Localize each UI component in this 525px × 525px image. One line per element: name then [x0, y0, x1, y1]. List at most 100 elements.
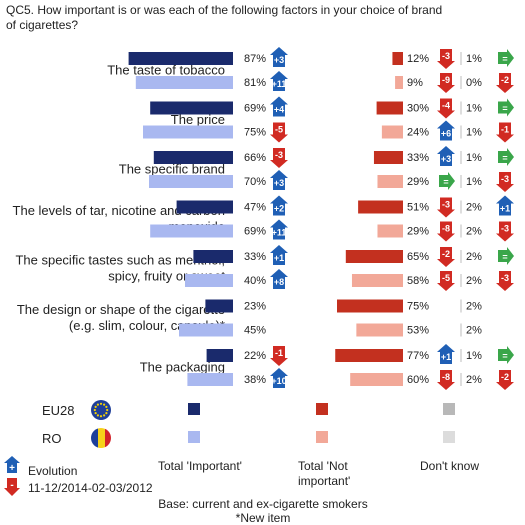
- evolution-not-important-eu28: -3: [437, 49, 455, 69]
- bar-important-ro: [185, 274, 233, 287]
- value-important-eu28: 23%: [244, 301, 266, 313]
- value-dont-know-ro: 0%: [466, 77, 482, 89]
- evolution-dont-know-eu28-shape: [498, 98, 514, 117]
- bar-important-ro: [149, 175, 233, 188]
- bar-not-important-ro: [377, 175, 403, 188]
- value-dont-know-eu28: 2%: [466, 202, 482, 214]
- ro-stripe-red: [105, 428, 111, 448]
- evolution-not-important-eu28-shape: [437, 344, 455, 364]
- legend-evolution-label: Evolution: [28, 464, 77, 478]
- evolution-not-important-eu28-shape: [437, 146, 455, 166]
- evolution-not-important-ro-shape: [437, 120, 455, 141]
- evolution-dont-know-eu28-shape: [498, 148, 514, 166]
- value-not-important-ro: 60%: [407, 374, 429, 386]
- bar-not-important-eu28: [376, 101, 403, 115]
- value-dont-know-eu28: 1%: [466, 53, 482, 65]
- legend-not-important-label-1: Total 'Not: [298, 459, 348, 473]
- evolution-dont-know-eu28: =: [498, 98, 514, 117]
- evolution-important-ro: +11: [270, 71, 288, 91]
- evolution-not-important-eu28-shape: [437, 98, 455, 119]
- evolution-important-eu28: +1: [270, 245, 288, 265]
- ro-stripe-blue: [91, 428, 98, 448]
- eu-flag-star: [105, 412, 108, 415]
- bar-important-eu28: [206, 349, 233, 362]
- bar-not-important-eu28: [358, 200, 403, 214]
- value-not-important-eu28: 30%: [407, 103, 429, 115]
- evolution-important-ro: +8: [270, 269, 288, 289]
- evolution-not-important-ro-shape: [437, 370, 455, 390]
- category-label: The levels of tar, nicotine and carbon: [13, 203, 225, 218]
- evolution-important-eu28-label: +2: [274, 204, 284, 214]
- value-dont-know-ro: 1%: [466, 127, 482, 139]
- value-not-important-eu28: 65%: [407, 251, 429, 263]
- evolution-dont-know-eu28: =: [498, 346, 514, 364]
- evolution-dont-know-ro: -3: [496, 271, 514, 291]
- evolution-important-eu28: +2: [270, 195, 288, 216]
- value-important-ro: 69%: [244, 226, 266, 238]
- bar-not-important-ro: [395, 76, 403, 89]
- value-not-important-eu28: 75%: [407, 301, 429, 313]
- value-important-eu28: 66%: [244, 152, 266, 164]
- bar-important-ro: [135, 76, 233, 89]
- evolution-dont-know-ro-shape: [496, 122, 514, 143]
- ro-flag-icon: [91, 428, 111, 448]
- value-dont-know-eu28: 2%: [466, 301, 482, 313]
- evolution-dont-know-ro-label: -2: [501, 75, 509, 85]
- evolution-not-important-eu28: +3: [437, 146, 455, 166]
- value-important-ro: 81%: [244, 77, 266, 89]
- value-important-eu28: 47%: [244, 202, 266, 214]
- bar-important-eu28: [205, 299, 233, 313]
- evolution-important-ro-shape: [270, 71, 288, 91]
- evolution-important-ro: +11: [270, 219, 288, 240]
- bar-important-ro: [143, 125, 233, 139]
- evolution-dont-know-ro: -3: [496, 172, 514, 192]
- evolution-important-eu28-shape: [270, 47, 288, 67]
- bar-important-ro: [179, 323, 233, 337]
- bar-important-eu28: [128, 52, 233, 65]
- evolution-not-important-ro-shape: [439, 172, 455, 190]
- bar-important-ro: [187, 373, 233, 386]
- evolution-dont-know-eu28: =: [498, 49, 514, 67]
- evolution-important-eu28-shape: [270, 245, 288, 265]
- bar-not-important-eu28: [335, 349, 403, 362]
- value-important-ro: 75%: [244, 127, 266, 139]
- bar-not-important-eu28: [345, 250, 403, 263]
- chart-rows: The taste of tobacco 87% 12% 1% +3 -3 = 81% 9% 0%…: [13, 47, 514, 390]
- base-note: Base: current and ex-cigarette smokers: [158, 497, 367, 511]
- value-not-important-eu28: 51%: [407, 202, 429, 214]
- eu-flag-star: [103, 403, 106, 406]
- bar-important-eu28: [176, 200, 233, 214]
- evolution-important-ro-shape: [270, 170, 288, 190]
- new-item-note: *New item: [236, 511, 291, 525]
- evolution-dont-know-ro: -2: [496, 370, 514, 390]
- legend: EU28 RO Total 'Important' Total 'Not imp…: [4, 400, 479, 525]
- value-not-important-eu28: 12%: [407, 53, 429, 65]
- evolution-dont-know-eu28-shape: [498, 49, 514, 67]
- evolution-not-important-ro-label: -9: [442, 75, 450, 85]
- bar-not-important-eu28: [392, 52, 403, 65]
- evolution-important-ro-shape: [270, 368, 288, 388]
- bar-important-eu28: [150, 101, 233, 115]
- value-important-eu28: 33%: [244, 251, 266, 263]
- evolution-important-eu28-label: +3: [274, 55, 284, 65]
- eu-flag-star: [96, 414, 99, 417]
- evolution-dont-know-ro-shape: [496, 221, 514, 242]
- eu-flag-star: [105, 405, 108, 408]
- evolution-not-important-eu28-label: +1: [441, 352, 451, 362]
- evolution-not-important-eu28: -3: [437, 197, 455, 218]
- value-not-important-ro: 24%: [407, 127, 429, 139]
- bar-important-eu28: [193, 250, 233, 263]
- evolution-important-eu28-shape: [270, 96, 288, 117]
- evolution-important-ro-label: +3: [274, 178, 284, 188]
- evolution-important-eu28: -1: [270, 346, 288, 366]
- evolution-not-important-eu28-label: +3: [441, 154, 451, 164]
- legend-ro-label: RO: [42, 431, 62, 446]
- value-not-important-ro: 29%: [407, 226, 429, 238]
- evolution-dont-know-ro: -3: [496, 221, 514, 242]
- evolution-dont-know-eu28: +1: [496, 195, 514, 216]
- eu-flag-star: [99, 402, 103, 405]
- evolution-dont-know-ro-label: -2: [501, 372, 509, 382]
- evolution-important-eu28-shape: [270, 195, 288, 216]
- evolution-not-important-eu28-shape: [437, 197, 455, 218]
- evolution-important-eu28-label: -3: [275, 150, 283, 160]
